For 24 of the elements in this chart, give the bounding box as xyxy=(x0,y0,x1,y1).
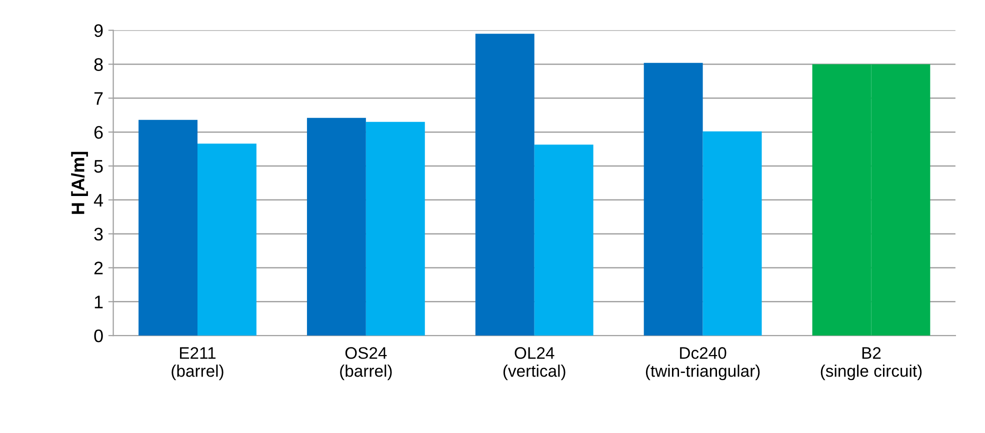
y-tick-label: 5 xyxy=(94,160,103,173)
y-tick-label: 7 xyxy=(94,92,103,105)
y-tick-label: 0 xyxy=(94,330,103,342)
bar xyxy=(702,131,762,336)
bar xyxy=(644,62,703,336)
y-tick-label: 8 xyxy=(94,58,103,71)
x-tick-label: Dc240 (twin-triangular) xyxy=(646,347,760,380)
bar xyxy=(138,120,198,336)
y-tick-label: 9 xyxy=(94,24,103,38)
x-tick-label: OL24 (vertical) xyxy=(503,347,566,380)
bar xyxy=(306,118,366,336)
y-tick-label: 4 xyxy=(94,194,104,206)
y-tick-label: 3 xyxy=(94,228,103,241)
y-tick-label: 2 xyxy=(94,262,103,274)
bar xyxy=(534,144,594,336)
bar xyxy=(197,144,256,336)
x-tick-label: OS24 (barrel) xyxy=(340,347,392,380)
y-tick-label: 6 xyxy=(94,126,103,139)
x-tick-label: B2 (single circuit) xyxy=(820,347,922,380)
bar xyxy=(475,34,534,336)
x-tick-label: E211 (barrel) xyxy=(172,347,224,380)
bar xyxy=(366,122,425,336)
y-axis-title: H [A/m] xyxy=(71,152,88,214)
y-tick-label: 1 xyxy=(94,296,103,308)
